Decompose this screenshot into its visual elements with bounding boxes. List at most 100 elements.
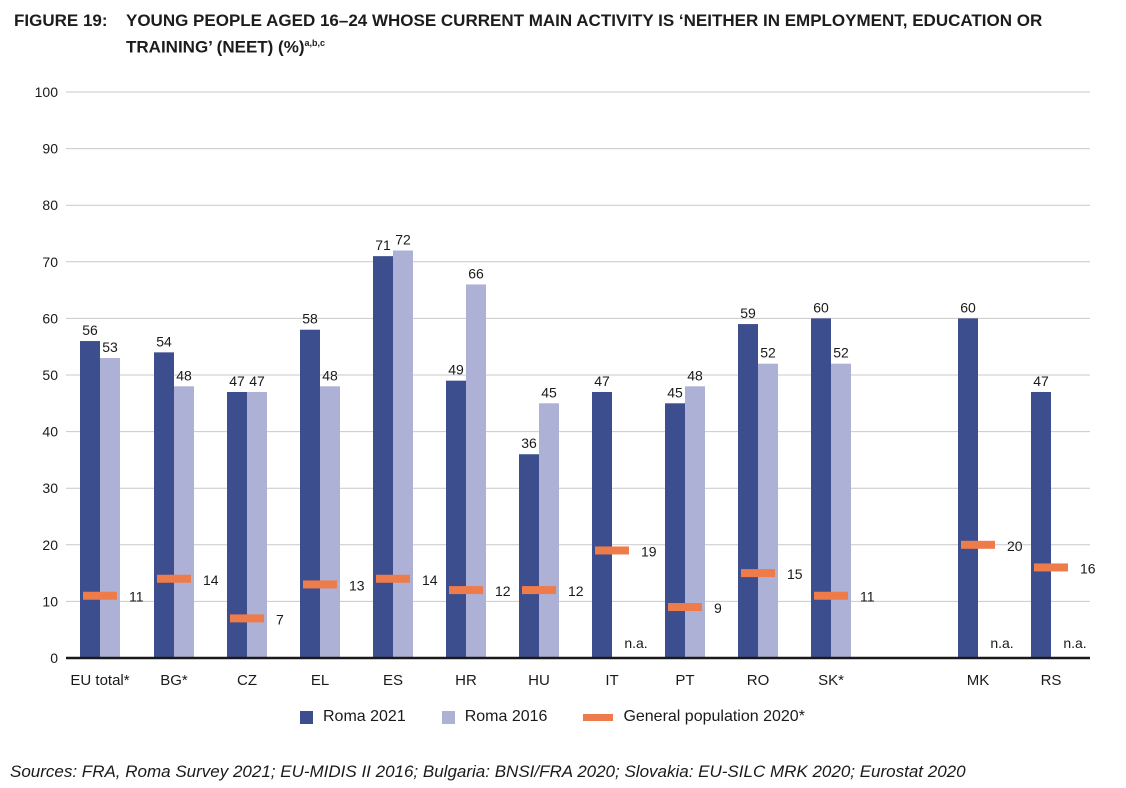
data-label-roma-2016: 48: [176, 367, 192, 383]
marker-general-population: [157, 574, 191, 583]
data-label-general-population: 7: [276, 611, 284, 627]
x-category-label: EL: [311, 672, 329, 689]
x-category-label: HR: [455, 672, 477, 689]
data-label-roma-2021: 60: [813, 299, 829, 315]
data-label-general-population: 13: [349, 577, 365, 593]
data-label-roma-2016: 48: [687, 367, 703, 383]
data-label-roma-2021: 71: [375, 237, 391, 253]
marker-general-population: [230, 614, 264, 623]
legend-label-roma-2016: Roma 2016: [464, 708, 548, 725]
data-label-general-population: 15: [787, 566, 803, 582]
y-tick-label: 100: [35, 84, 59, 100]
bar-roma-2021: [958, 318, 978, 658]
legend-swatch-roma-2016: [441, 710, 455, 724]
data-label-general-population: 12: [568, 583, 584, 599]
x-category-label: HU: [528, 672, 550, 689]
marker-general-population: [376, 574, 410, 583]
data-label-roma-2016: 48: [322, 367, 338, 383]
legend-swatch-general-population: [583, 713, 614, 721]
legend-item-general-population: General population 2020*: [583, 708, 805, 726]
legend-swatch-roma-2021: [300, 710, 313, 724]
figure-label: FIGURE 19:: [14, 11, 108, 30]
y-tick-label: 0: [50, 650, 58, 666]
data-label-general-population: 12: [495, 583, 511, 599]
data-label-roma-2016: 72: [395, 231, 411, 247]
marker-general-population: [303, 580, 337, 589]
data-label-roma-2021: 47: [594, 373, 610, 389]
bar-roma-2021: [738, 324, 758, 658]
y-tick-label: 40: [42, 424, 58, 440]
y-tick-label: 10: [42, 593, 58, 609]
x-category-label: EU total*: [70, 672, 129, 689]
marker-general-population: [741, 569, 775, 578]
bar-roma-2016: [539, 403, 559, 658]
x-category-label: RS: [1041, 672, 1062, 689]
y-tick-label: 70: [42, 254, 58, 270]
x-category-label: CZ: [237, 672, 257, 689]
data-label-roma-2021: 47: [1033, 373, 1049, 389]
marker-general-population: [668, 603, 702, 612]
bar-roma-2021: [373, 256, 393, 658]
data-label-roma-2021: 56: [82, 322, 98, 338]
na-label: n.a.: [990, 635, 1013, 651]
bar-roma-2016: [758, 363, 778, 658]
data-label-general-population: 16: [1080, 560, 1096, 576]
data-label-roma-2021: 47: [229, 373, 245, 389]
data-label-roma-2016: 45: [541, 384, 557, 400]
bar-roma-2016: [320, 386, 340, 658]
x-category-label: SK*: [818, 672, 844, 689]
x-category-label: MK: [967, 672, 990, 689]
x-category-label: ES: [383, 672, 403, 689]
title-superscript: a,b,c: [304, 38, 326, 48]
legend-label-general-population: General population 2020*: [623, 708, 805, 725]
data-label-general-population: 20: [1007, 538, 1023, 554]
y-tick-label: 60: [42, 310, 58, 326]
marker-general-population: [814, 591, 848, 600]
title-line-1: YOUNG PEOPLE AGED 16–24 WHOSE CURRENT MA…: [126, 11, 1043, 30]
y-tick-label: 20: [42, 537, 58, 553]
marker-general-population: [961, 540, 995, 549]
y-tick-label: 80: [42, 197, 58, 213]
bar-roma-2021: [665, 403, 685, 658]
bar-roma-2021: [1031, 391, 1051, 658]
bar-roma-2016: [831, 363, 851, 658]
x-category-label: PT: [675, 672, 694, 689]
data-label-general-population: 14: [203, 572, 219, 588]
marker-general-population: [522, 586, 556, 595]
bar-roma-2016: [247, 391, 267, 658]
data-label-roma-2016: 47: [249, 373, 265, 389]
legend-item-roma-2016: Roma 2016: [441, 708, 548, 726]
na-label: n.a.: [1063, 635, 1086, 651]
source-note: Sources: FRA, Roma Survey 2021; EU-MIDIS…: [10, 762, 966, 781]
bar-roma-2016: [685, 386, 705, 658]
marker-general-population: [449, 586, 483, 595]
legend-label-roma-2021: Roma 2021: [323, 708, 406, 725]
data-label-roma-2021: 45: [667, 384, 683, 400]
x-category-label: BG*: [160, 672, 188, 689]
data-label-roma-2021: 54: [156, 333, 172, 349]
na-label: n.a.: [624, 635, 647, 651]
marker-general-population: [1034, 563, 1068, 572]
bar-roma-2016: [466, 284, 486, 658]
x-category-label: RO: [747, 672, 770, 689]
data-label-roma-2021: 59: [740, 305, 756, 321]
bar-roma-2021: [446, 380, 466, 658]
bar-roma-2021: [154, 352, 174, 658]
data-label-roma-2016: 52: [833, 345, 849, 361]
y-tick-label: 30: [42, 480, 58, 496]
data-label-general-population: 11: [129, 589, 144, 605]
chart-title: FIGURE 19: YOUNG PEOPLE AGED 16–24 WHOSE …: [14, 10, 1114, 59]
bar-roma-2021: [811, 318, 831, 658]
bar-roma-2021: [227, 391, 247, 658]
bar-roma-2021: [300, 329, 320, 658]
data-label-roma-2016: 66: [468, 265, 484, 281]
bar-roma-2021: [592, 391, 612, 658]
y-tick-label: 90: [42, 141, 58, 157]
data-label-roma-2016: 52: [760, 345, 776, 361]
marker-general-population: [595, 546, 629, 555]
bar-roma-2021: [519, 454, 539, 658]
bar-roma-2016: [100, 358, 120, 658]
legend: Roma 2021 Roma 2016 General population 2…: [300, 708, 841, 726]
data-label-roma-2021: 36: [521, 435, 537, 451]
bar-roma-2021: [80, 341, 100, 658]
